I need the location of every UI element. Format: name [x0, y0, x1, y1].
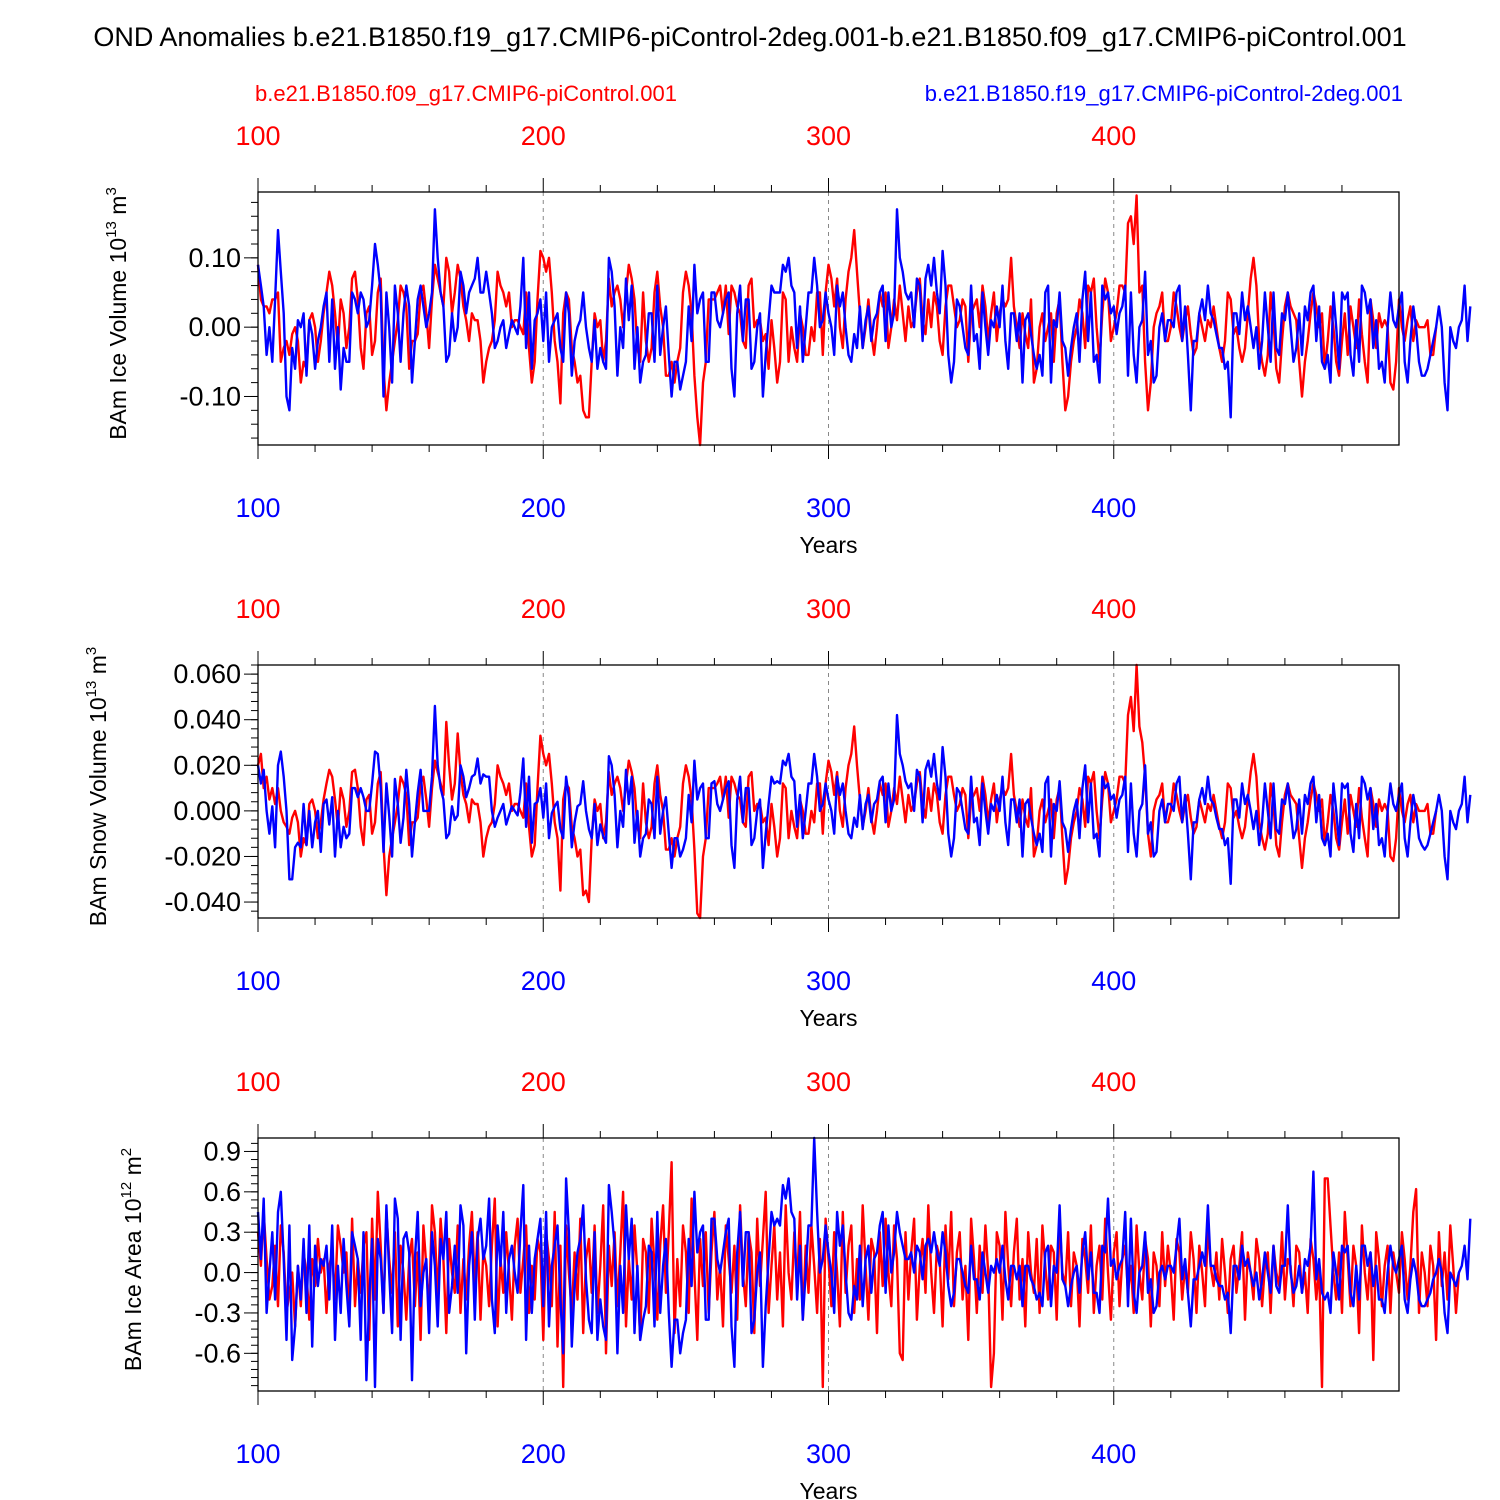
- y-axis-label-main: BAm Ice Area 10: [120, 1199, 146, 1372]
- panel-ice-area: 100 100 200 200 300 300 400 400 -0.6 -0.3 0.0 0.3 0.…: [118, 1067, 1472, 1500]
- x-tick-label-bottom: 400: [1091, 493, 1136, 523]
- series-line-blue: [256, 1136, 1472, 1389]
- y-tick-label: 0.3: [203, 1217, 241, 1247]
- legend-red-label: b.e21.B1850.f09_g17.CMIP6-piControl.001: [255, 81, 677, 106]
- series-line-red: [256, 194, 1438, 447]
- y-axis-label-unit-exponent: 2: [118, 1148, 135, 1156]
- y-tick-label: 0.060: [173, 659, 241, 689]
- x-tick-label-bottom: 200: [521, 966, 566, 996]
- y-tick-label: -0.10: [179, 381, 241, 411]
- x-tick-label-top: 300: [806, 594, 851, 624]
- y-tick-label: 0.040: [173, 705, 241, 735]
- legend-blue-label: b.e21.B1850.f19_g17.CMIP6-piControl-2deg…: [925, 81, 1403, 106]
- x-tick-label-bottom: 300: [806, 493, 851, 523]
- y-axis-label-unit: m: [105, 196, 131, 222]
- x-tick-label-bottom: 400: [1091, 966, 1136, 996]
- series-line-blue: [256, 208, 1472, 419]
- y-tick-label: 0.000: [173, 796, 241, 826]
- y-axis-label-unit: m: [120, 1156, 146, 1182]
- x-tick-label-bottom: 300: [806, 1439, 851, 1469]
- y-tick-label: 0.9: [203, 1136, 241, 1166]
- y-axis-label-main: BAm Ice Volume 10: [105, 238, 131, 440]
- y-tick-label: -0.3: [194, 1298, 241, 1328]
- y-axis-label-exponent: 12: [118, 1182, 135, 1199]
- x-axis-label: Years: [800, 1005, 858, 1031]
- x-tick-label-bottom: 300: [806, 966, 851, 996]
- x-tick-label-top: 400: [1091, 1067, 1136, 1097]
- y-axis-label-unit-exponent: 3: [83, 647, 100, 655]
- y-tick-label: 0.00: [188, 312, 241, 342]
- x-tick-label-top: 100: [235, 594, 280, 624]
- y-axis-label: BAm Ice Volume 1013 m3: [103, 187, 131, 440]
- y-tick-label: 0.6: [203, 1177, 241, 1207]
- y-axis-label-exponent: 13: [103, 221, 120, 238]
- y-tick-label: -0.6: [194, 1338, 241, 1368]
- y-axis-label-exponent: 13: [83, 681, 100, 698]
- x-tick-label-top: 300: [806, 121, 851, 151]
- y-axis-label-unit-exponent: 3: [103, 187, 120, 195]
- x-axis-label: Years: [800, 1478, 858, 1500]
- x-tick-label-bottom: 400: [1091, 1439, 1136, 1469]
- series-line-red: [256, 663, 1438, 920]
- y-tick-label: -0.020: [164, 841, 241, 871]
- x-tick-label-bottom: 200: [521, 1439, 566, 1469]
- y-tick-label: 0.020: [173, 750, 241, 780]
- figure-title: OND Anomalies b.e21.B1850.f19_g17.CMIP6-…: [93, 22, 1406, 52]
- x-tick-label-top: 200: [521, 594, 566, 624]
- x-tick-label-top: 100: [235, 121, 280, 151]
- x-tick-label-bottom: 100: [235, 966, 280, 996]
- x-axis-label: Years: [800, 532, 858, 558]
- panel-ice-volume: 100 100 200 200 300 300 400 400 -0.10 0.00 0.10 Yea…: [103, 121, 1472, 558]
- x-tick-label-bottom: 100: [235, 1439, 280, 1469]
- x-tick-label-top: 300: [806, 1067, 851, 1097]
- x-tick-label-top: 400: [1091, 121, 1136, 151]
- y-axis-label: BAm Snow Volume 1013 m3: [83, 647, 111, 926]
- y-tick-label: 0.10: [188, 243, 241, 273]
- x-tick-label-top: 400: [1091, 594, 1136, 624]
- panels: 100 100 200 200 300 300 400 400 -0.10 0.00 0.10 Yea…: [83, 121, 1472, 1500]
- x-tick-label-top: 100: [235, 1067, 280, 1097]
- x-tick-label-top: 200: [521, 1067, 566, 1097]
- x-tick-label-bottom: 200: [521, 493, 566, 523]
- x-tick-label-top: 200: [521, 121, 566, 151]
- panel-snow-volume: 100 100 200 200 300 300 400 400 -0.040 -0.020 0.00…: [83, 594, 1472, 1031]
- y-axis-label-main: BAm Snow Volume 10: [85, 697, 111, 926]
- y-tick-label: 0.0: [203, 1258, 241, 1288]
- series-line-blue: [256, 704, 1472, 885]
- y-tick-label: -0.040: [164, 887, 241, 917]
- y-axis-label: BAm Ice Area 1012 m2: [118, 1148, 146, 1371]
- y-axis-label-unit: m: [85, 655, 111, 681]
- x-tick-label-bottom: 100: [235, 493, 280, 523]
